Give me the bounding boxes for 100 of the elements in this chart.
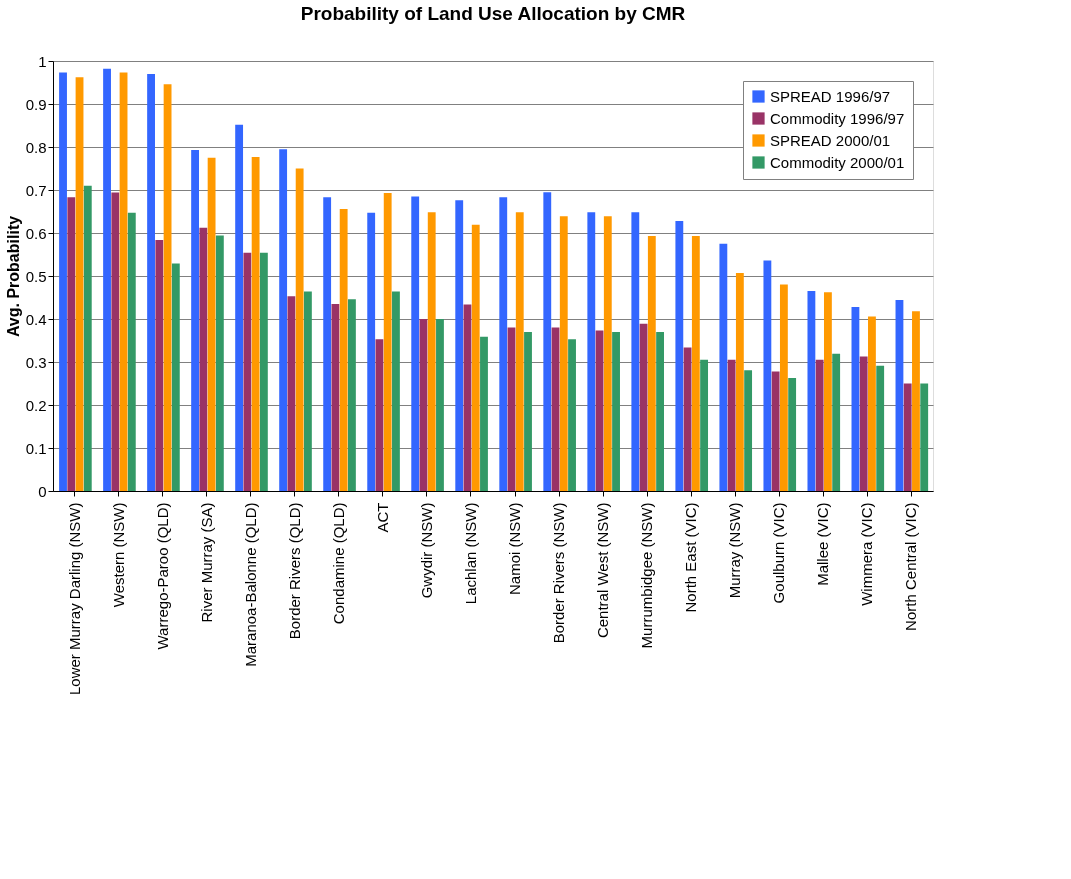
- bar: [559, 216, 568, 491]
- bar: [524, 331, 532, 491]
- bar: [868, 316, 876, 491]
- x-tick-label: Western (NSW): [109, 502, 127, 608]
- bar: [480, 336, 488, 491]
- bar: [127, 212, 136, 491]
- x-tick-label: Goulburn (VIC): [770, 502, 788, 604]
- bar: [83, 185, 92, 491]
- x-tick-label: Border Rivers (NSW): [550, 502, 568, 644]
- bar: [876, 365, 885, 491]
- bar: [832, 353, 841, 491]
- bar: [199, 227, 208, 491]
- x-tick-label: Gwydir (NSW): [417, 502, 435, 599]
- x-tick-label: Warrego-Paroo (QLD): [153, 502, 171, 650]
- bar: [568, 339, 576, 491]
- bar: [295, 168, 304, 491]
- bar: [251, 156, 260, 491]
- x-tick-label: River Murray (SA): [197, 502, 215, 623]
- bar: [823, 292, 832, 491]
- y-tick-label: 0.9: [25, 95, 47, 113]
- bar: [411, 196, 420, 491]
- bar: [700, 359, 709, 491]
- x-tick-label: Lachlan (NSW): [461, 502, 479, 605]
- bar: [744, 370, 753, 491]
- y-tick-label: 0.5: [25, 267, 47, 285]
- bar: [191, 150, 200, 491]
- bar: [207, 157, 216, 491]
- bar: [735, 272, 744, 491]
- bar: [631, 212, 640, 491]
- bar: [587, 212, 596, 491]
- chart-title: Probability of Land Use Allocation by CMR: [300, 3, 686, 24]
- bar: [807, 291, 816, 491]
- bar: [656, 331, 664, 491]
- bar: [499, 197, 508, 491]
- x-tick-label: Murrumbidgee (NSW): [638, 502, 656, 649]
- x-tick-label: Mallee (VIC): [814, 502, 832, 586]
- x-tick-label: ACT: [373, 502, 391, 533]
- bar: [339, 208, 348, 491]
- y-tick-label: 0.7: [25, 181, 47, 199]
- bar: [103, 68, 111, 491]
- bar: [171, 263, 180, 491]
- x-tick-label: Condamine (QLD): [329, 502, 347, 625]
- y-axis-title: Avg. Probability: [4, 215, 22, 338]
- bar: [163, 84, 172, 491]
- bar: [436, 319, 444, 491]
- y-tick-label: 0.2: [25, 396, 47, 414]
- y-tick-label: 0.6: [25, 224, 47, 242]
- bar: [903, 383, 912, 491]
- y-tick-label: 1: [38, 52, 47, 70]
- bar: [287, 296, 296, 491]
- bar: [67, 197, 76, 491]
- bar: [155, 239, 164, 491]
- x-tick-label: Murray (NSW): [726, 502, 744, 599]
- bar: [392, 291, 400, 491]
- x-tick-label: Maranoa-Balonne (QLD): [241, 502, 259, 667]
- bar: [59, 72, 67, 491]
- bar: [323, 197, 332, 491]
- bar: [111, 192, 120, 491]
- x-tick-label: North Central (VIC): [902, 502, 920, 631]
- x-tick-label: Central West (NSW): [594, 502, 612, 639]
- bar: [215, 235, 224, 491]
- y-tick-label: 0: [38, 482, 47, 500]
- bar: [727, 359, 736, 491]
- bar: [543, 192, 552, 491]
- bar: [683, 347, 692, 491]
- bar: [691, 236, 700, 491]
- bar: [603, 216, 612, 491]
- y-tick-label: 0.1: [25, 439, 47, 457]
- bar: [259, 252, 268, 491]
- bar: [612, 331, 620, 491]
- x-tick-label: Wimmera (VIC): [858, 502, 876, 606]
- legend-label: SPREAD 1996/97: [770, 87, 891, 105]
- bar: [815, 359, 824, 491]
- bar: [771, 371, 780, 491]
- bar: [675, 220, 684, 491]
- x-tick-label: North East (VIC): [682, 502, 700, 613]
- x-tick-label: Border Rivers (QLD): [285, 502, 303, 640]
- bar: [367, 212, 376, 491]
- bar: [303, 291, 312, 491]
- legend-label: Commodity 1996/97: [770, 109, 905, 127]
- x-tick-label: Namoi (NSW): [506, 502, 524, 595]
- bar: [647, 236, 656, 491]
- bar: [859, 356, 868, 491]
- bar: [348, 299, 356, 491]
- bar: [235, 124, 244, 491]
- bar: [779, 284, 788, 491]
- legend-label: SPREAD 2000/01: [770, 131, 891, 149]
- y-tick-label: 0.4: [25, 310, 47, 328]
- legend-label: Commodity 2000/01: [770, 153, 905, 171]
- x-tick-label: Lower Murray Darling (NSW): [65, 502, 83, 696]
- bar: [427, 212, 436, 491]
- bar: [515, 212, 524, 491]
- bar: [279, 149, 288, 491]
- bar: [471, 224, 480, 491]
- bar: [719, 243, 728, 491]
- bar: [383, 193, 392, 491]
- bar: [763, 260, 772, 491]
- y-tick-label: 0.8: [25, 138, 47, 156]
- y-tick-label: 0.3: [25, 353, 47, 371]
- bar: [455, 200, 464, 491]
